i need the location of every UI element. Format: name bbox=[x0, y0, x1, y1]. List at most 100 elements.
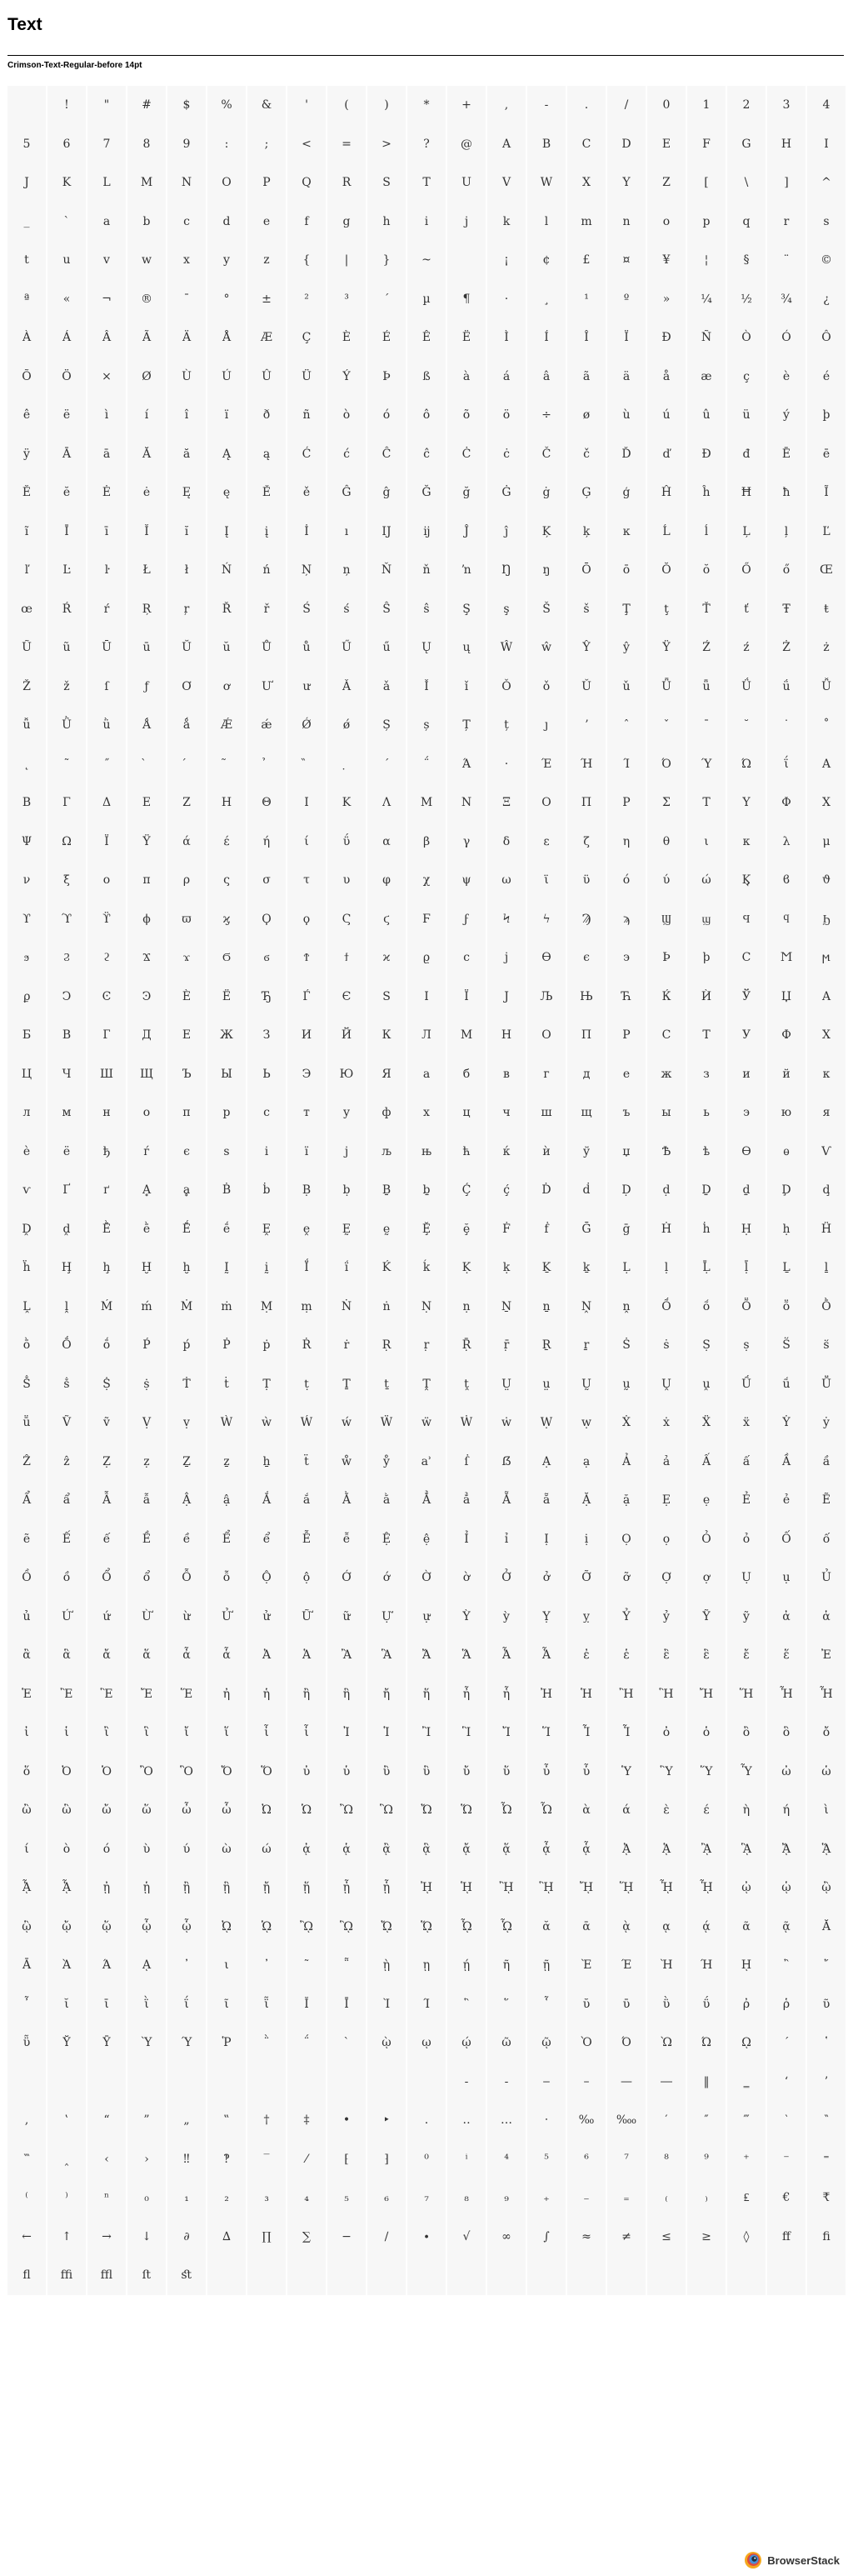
glyph-cell: ‗ bbox=[727, 2062, 766, 2101]
glyph-cell: ύ bbox=[167, 1829, 206, 1868]
glyph-cell: ὃ bbox=[767, 1713, 806, 1753]
glyph-cell: ¨ bbox=[767, 241, 806, 280]
glyph-cell: Ř bbox=[207, 589, 246, 628]
glyph-cell: й bbox=[767, 1054, 806, 1093]
glyph-cell: ậ bbox=[207, 1481, 246, 1520]
glyph-cell: ῐ bbox=[47, 1984, 86, 2023]
glyph-cell: ḹ bbox=[727, 1248, 766, 1288]
glyph-cell bbox=[327, 2062, 366, 2101]
glyph-cell: J bbox=[7, 163, 46, 203]
glyph-cell: љ bbox=[367, 1132, 406, 1171]
glyph-cell: ƒ bbox=[127, 667, 166, 706]
glyph-cell: ệ bbox=[407, 1519, 446, 1558]
glyph-cell: Ι bbox=[287, 783, 326, 823]
glyph-cell: ĸ bbox=[607, 512, 646, 551]
glyph-cell: ώ bbox=[247, 1829, 286, 1868]
glyph-cell: q bbox=[727, 202, 766, 241]
glyph-cell: ₉ bbox=[487, 2178, 526, 2218]
glyph-cell: Ấ bbox=[687, 1442, 726, 1481]
glyph-cell: Ủ bbox=[807, 1558, 846, 1598]
glyph-cell: Т bbox=[687, 1016, 726, 1055]
glyph-cell: í bbox=[127, 396, 166, 435]
glyph-cell: Ἅ bbox=[447, 1636, 486, 1675]
glyph-cell bbox=[47, 2062, 86, 2101]
glyph-cell: ō bbox=[607, 551, 646, 590]
glyph-cell: Ϟ bbox=[487, 899, 526, 938]
glyph-cell: ẞ bbox=[487, 1442, 526, 1481]
glyph-cell: ῳ bbox=[407, 2023, 446, 2063]
glyph-cell: ₁ bbox=[167, 2178, 206, 2218]
glyph-cell: Ẋ bbox=[607, 1403, 646, 1443]
glyph-cell: Ā bbox=[47, 434, 86, 473]
glyph-cell bbox=[807, 2256, 846, 2295]
glyph-cell: ł bbox=[167, 551, 206, 590]
glyph-cell: / bbox=[607, 86, 646, 125]
glyph-cell: Î bbox=[567, 318, 606, 358]
glyph-cell: ῶ bbox=[487, 2023, 526, 2063]
glyph-cell: х bbox=[407, 1093, 446, 1133]
glyph-cell: ễ bbox=[327, 1519, 366, 1558]
glyph-cell: Ѣ bbox=[647, 1132, 686, 1171]
glyph-cell bbox=[367, 2256, 406, 2295]
glyph-cell: ṕ bbox=[167, 1326, 206, 1365]
glyph-cell: ~ bbox=[407, 241, 446, 280]
glyph-cell: ῏ bbox=[7, 1984, 46, 2023]
glyph-cell: τ bbox=[287, 861, 326, 900]
glyph-cell: Ḽ bbox=[7, 1287, 46, 1326]
glyph-cell: ț bbox=[487, 706, 526, 745]
glyph-cell: ᾁ bbox=[327, 1829, 366, 1868]
glyph-cell: ῄ bbox=[447, 1946, 486, 1985]
glyph-cell: ὤ bbox=[87, 1791, 126, 1830]
glyph-cell: ? bbox=[407, 124, 446, 163]
glyph-cell: ϲ bbox=[447, 938, 486, 978]
glyph-cell: Ἓ bbox=[87, 1674, 126, 1713]
glyph-cell: н bbox=[87, 1093, 126, 1133]
glyph-cell: ṁ bbox=[207, 1287, 246, 1326]
glyph-cell: d bbox=[207, 202, 246, 241]
glyph-cell: ὅ bbox=[7, 1752, 46, 1791]
glyph-cell: ẉ bbox=[567, 1403, 606, 1443]
glyph-cell: ½ bbox=[727, 279, 766, 318]
glyph-cell: ĥ bbox=[687, 473, 726, 513]
glyph-cell: Њ bbox=[567, 977, 606, 1016]
glyph-cell: ῎ bbox=[807, 1946, 846, 1985]
glyph-cell: Ἠ bbox=[527, 1674, 566, 1713]
glyph-cell: ∂ bbox=[167, 2217, 206, 2256]
glyph-cell: ἵ bbox=[207, 1713, 246, 1753]
glyph-cell: ᾘ bbox=[407, 1868, 446, 1908]
glyph-cell: ₄ bbox=[287, 2178, 326, 2218]
glyph-cell: ⁄ bbox=[287, 2139, 326, 2178]
glyph-cell bbox=[87, 2062, 126, 2101]
glyph-cell: ň bbox=[407, 551, 446, 590]
glyph-cell: ῖ bbox=[207, 1984, 246, 2023]
glyph-cell: Ḧ bbox=[807, 1209, 846, 1248]
glyph-cell: ϕ bbox=[127, 899, 166, 938]
glyph-cell: ≤ bbox=[647, 2217, 686, 2256]
glyph-cell: ě bbox=[287, 473, 326, 513]
glyph-cell: ã bbox=[567, 357, 606, 396]
glyph-cell: Ẑ bbox=[7, 1442, 46, 1481]
glyph-cell: ä bbox=[607, 357, 646, 396]
glyph-cell: ń bbox=[247, 551, 286, 590]
glyph-cell: Ŵ bbox=[487, 628, 526, 668]
glyph-cell: Ṭ bbox=[247, 1364, 286, 1403]
glyph-cell: Ū bbox=[87, 628, 126, 668]
glyph-cell: > bbox=[367, 124, 406, 163]
glyph-cell: ĵ bbox=[487, 512, 526, 551]
glyph-cell: U bbox=[447, 163, 486, 203]
glyph-cell bbox=[607, 2256, 646, 2295]
glyph-cell: ξ bbox=[47, 861, 86, 900]
glyph-cell: ἣ bbox=[327, 1674, 366, 1713]
glyph-cell: щ bbox=[567, 1093, 606, 1133]
glyph-cell: ὼ bbox=[207, 1829, 246, 1868]
glyph-cell: 7 bbox=[87, 124, 126, 163]
glyph-cell: Н bbox=[487, 1016, 526, 1055]
glyph-cell: ἴ bbox=[167, 1713, 206, 1753]
glyph-cell: • bbox=[327, 2101, 366, 2140]
glyph-cell: Ϗ bbox=[727, 861, 766, 900]
glyph-cell: ̀ bbox=[127, 744, 166, 783]
glyph-cell: ° bbox=[207, 279, 246, 318]
glyph-cell: ά bbox=[167, 822, 206, 861]
glyph-cell: ḕ bbox=[127, 1209, 166, 1248]
glyph-cell: Σ bbox=[647, 783, 686, 823]
